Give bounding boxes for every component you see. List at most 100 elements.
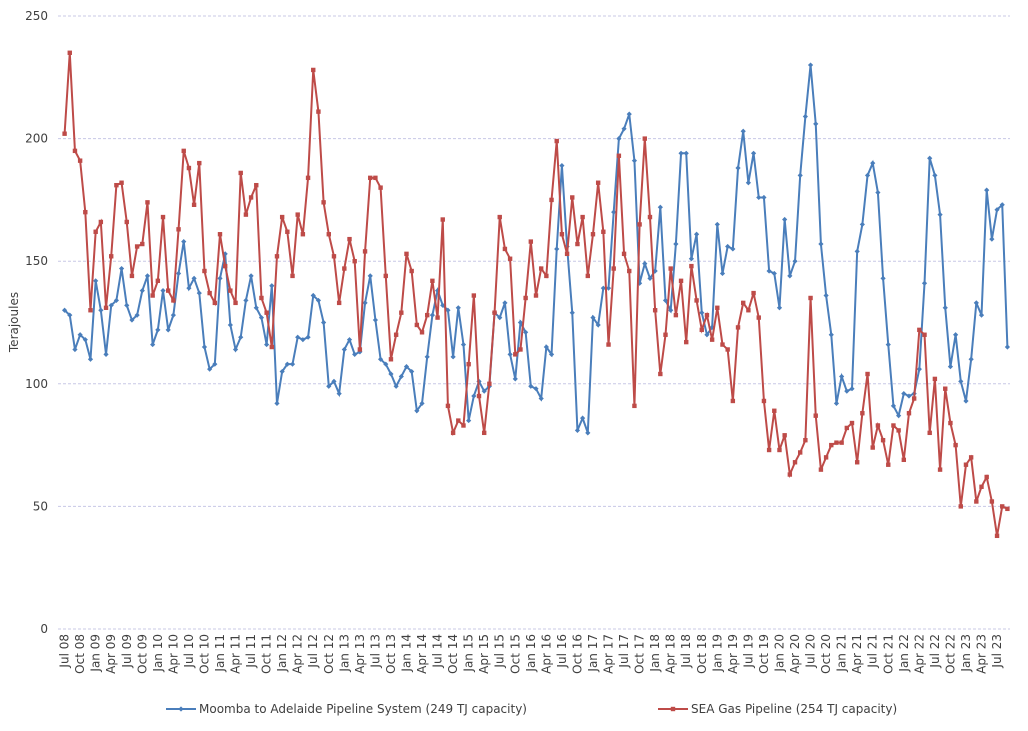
- point: [103, 351, 109, 357]
- x-tick-label: Apr 09: [104, 634, 118, 674]
- point: [958, 378, 964, 384]
- point: [523, 329, 529, 335]
- point: [440, 217, 445, 222]
- point: [129, 317, 135, 323]
- x-tick-label: Oct 12: [322, 634, 336, 674]
- point: [445, 403, 451, 409]
- point: [238, 170, 243, 176]
- point: [631, 158, 638, 164]
- point: [776, 305, 783, 311]
- point: [388, 357, 394, 362]
- point: [984, 187, 990, 193]
- point: [150, 293, 155, 298]
- x-tick-label: Apr 13: [353, 634, 367, 674]
- point: [191, 275, 197, 281]
- point: [741, 300, 746, 306]
- point: [668, 266, 673, 271]
- point: [197, 160, 202, 166]
- point: [404, 251, 409, 257]
- point: [176, 227, 181, 232]
- point: [683, 150, 689, 156]
- point: [901, 391, 907, 397]
- point: [264, 341, 270, 348]
- x-tick-label: Jan 19: [710, 634, 724, 673]
- point: [191, 202, 197, 208]
- point: [953, 332, 959, 338]
- point: [160, 214, 166, 220]
- y-tick-label: 0: [40, 622, 48, 636]
- point: [254, 182, 259, 188]
- point: [704, 332, 710, 338]
- point: [259, 295, 264, 301]
- point: [554, 246, 560, 252]
- point: [217, 275, 223, 281]
- point: [948, 420, 953, 426]
- point: [549, 197, 554, 203]
- point: [409, 268, 414, 274]
- x-tick-label: Jan 15: [462, 634, 476, 673]
- point: [140, 241, 145, 247]
- point: [528, 383, 534, 389]
- point: [114, 182, 119, 188]
- x-tick-label: Apr 21: [850, 634, 864, 674]
- point: [642, 136, 647, 141]
- legend-marker: [670, 706, 676, 712]
- x-tick-label: Jan 10: [151, 634, 165, 673]
- point: [963, 398, 969, 404]
- point: [517, 319, 524, 326]
- point: [497, 214, 502, 220]
- point: [678, 150, 684, 156]
- point: [248, 195, 254, 200]
- point: [652, 308, 658, 313]
- x-tick-label: Oct 17: [633, 634, 647, 674]
- point: [429, 312, 435, 318]
- point: [953, 442, 958, 448]
- point: [766, 268, 772, 274]
- x-tick-label: Jul 14: [431, 634, 445, 669]
- point: [864, 172, 871, 178]
- point: [217, 232, 223, 237]
- point: [807, 62, 814, 68]
- point: [109, 254, 114, 259]
- x-tick-label: Apr 22: [912, 634, 926, 674]
- x-tick-label: Oct 14: [446, 634, 460, 674]
- point: [222, 263, 228, 269]
- x-tick-label: Apr 10: [166, 634, 180, 674]
- x-tick-label: Jan 20: [772, 634, 786, 673]
- point: [274, 400, 280, 407]
- point: [228, 288, 233, 293]
- point: [678, 278, 684, 284]
- point: [569, 310, 575, 316]
- point: [155, 327, 161, 333]
- y-tick-label: 100: [25, 377, 48, 391]
- point: [425, 312, 430, 318]
- point: [124, 219, 129, 225]
- point: [684, 339, 689, 345]
- x-tick-label: Jul 08: [58, 634, 72, 669]
- point: [943, 386, 948, 391]
- x-tick-label: Jan 11: [213, 634, 227, 673]
- point: [186, 285, 192, 291]
- point: [393, 332, 399, 337]
- point: [342, 266, 347, 271]
- point: [538, 266, 544, 271]
- point: [626, 111, 632, 117]
- point: [119, 180, 124, 185]
- point: [699, 327, 704, 333]
- x-tick-label: Jul 21: [866, 634, 880, 669]
- x-tick-label: Jul 12: [306, 634, 320, 669]
- point: [829, 442, 834, 448]
- point: [456, 418, 461, 423]
- point: [186, 165, 192, 171]
- point: [782, 433, 787, 438]
- point: [854, 248, 860, 254]
- point: [668, 307, 674, 313]
- point: [833, 400, 840, 407]
- point: [316, 109, 321, 114]
- point: [124, 302, 130, 308]
- point: [134, 312, 140, 318]
- point: [777, 447, 782, 453]
- x-tick-label: Jul 13: [368, 634, 382, 669]
- point: [730, 246, 736, 252]
- point: [145, 200, 150, 205]
